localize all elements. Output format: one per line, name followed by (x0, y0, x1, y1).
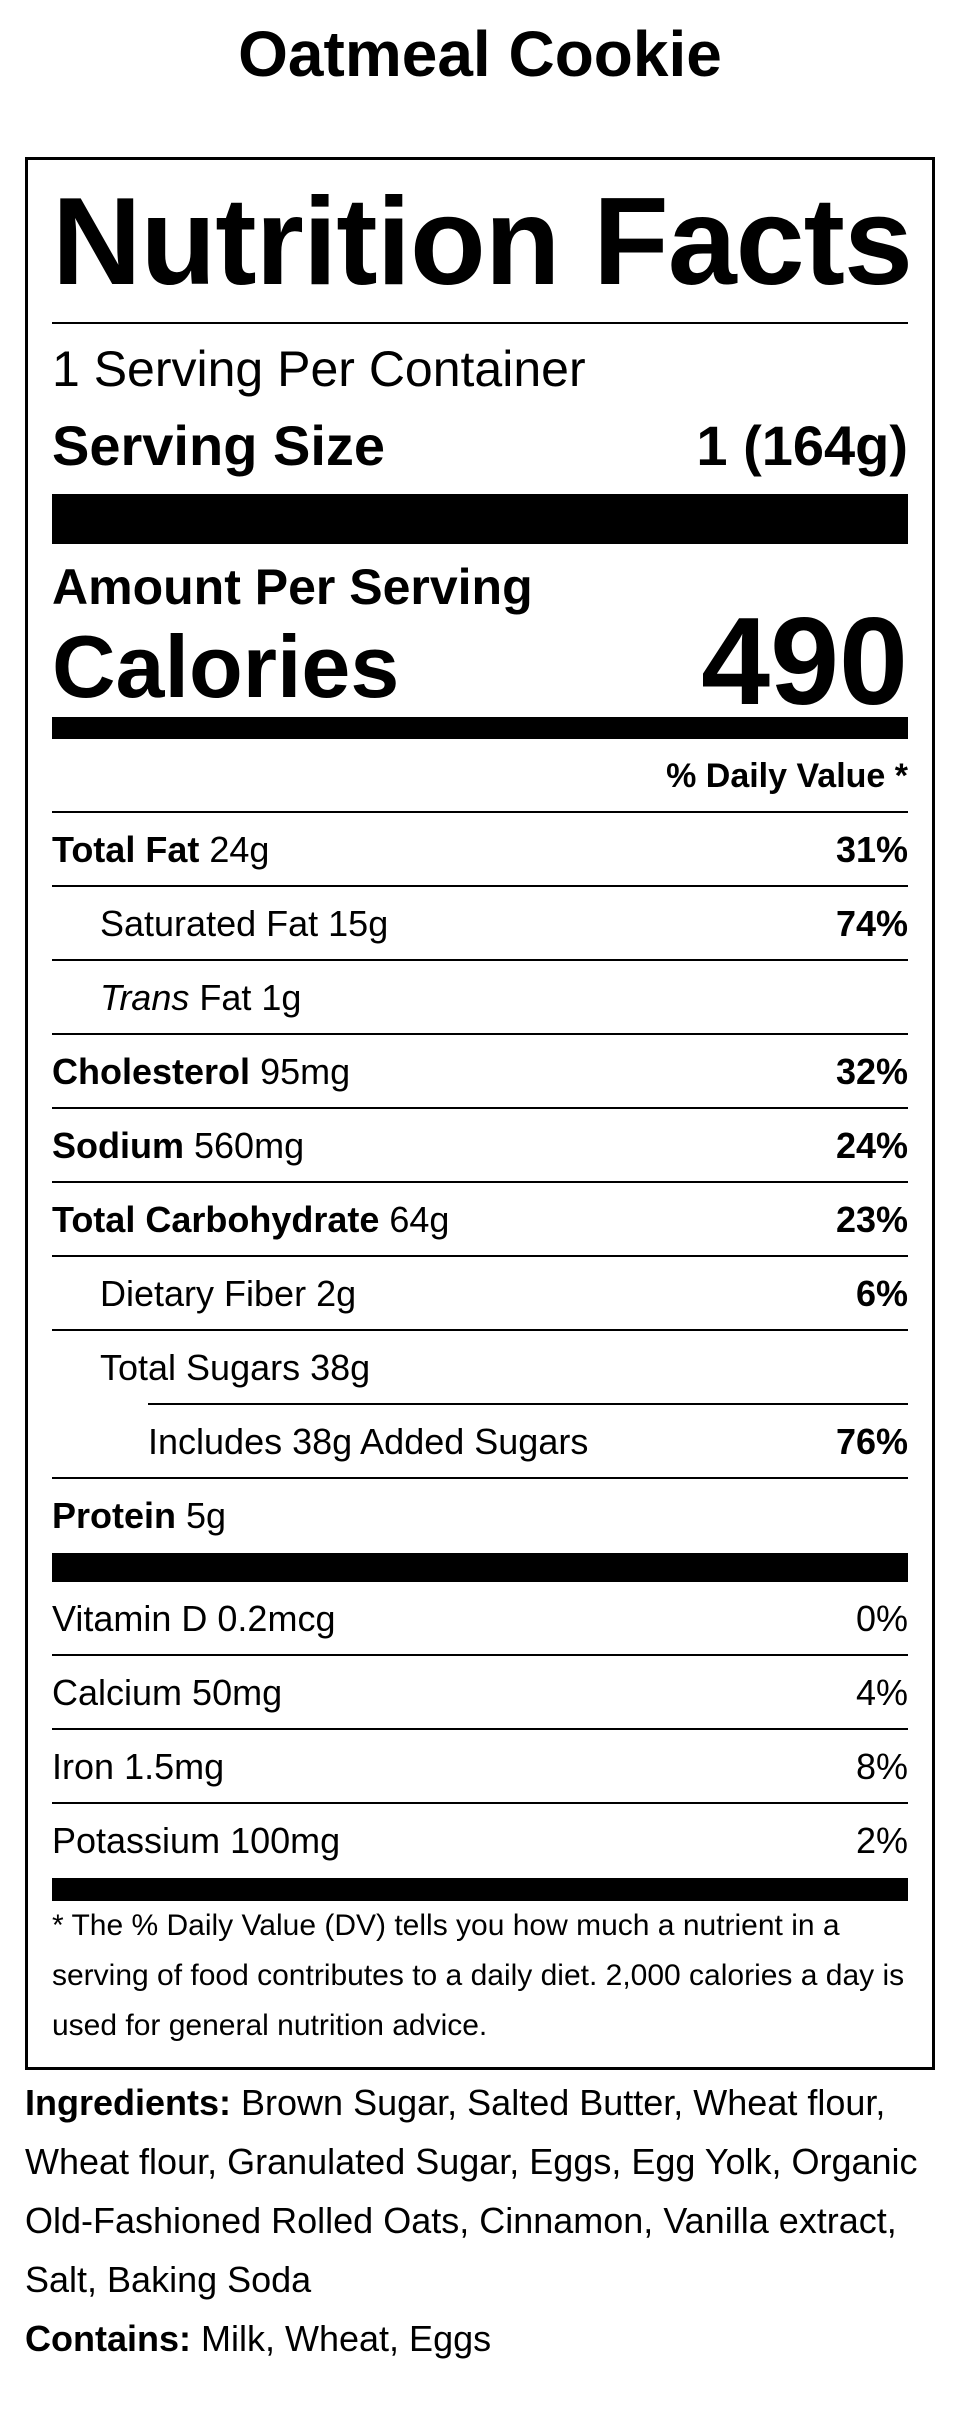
nutrient-row: Iron 1.5mg 8% (52, 1730, 908, 1804)
serving-size: Serving Size 1 (164g) (52, 404, 908, 494)
ingredients-label: Ingredients: (25, 2082, 232, 2123)
nutrient-name: Calcium (52, 1672, 183, 1713)
nutrient-name-group: Potassium 100mg (52, 1804, 340, 1878)
calories-value: 490 (701, 593, 908, 731)
ingredients-block: Ingredients: Brown Sugar, Salted Butter,… (25, 2073, 935, 2368)
nutrient-name: Sodium (52, 1125, 184, 1166)
nutrient-name-group: Vitamin D 0.2mcg (52, 1582, 335, 1654)
daily-value: 0% (855, 1598, 908, 1639)
thick-rule (52, 494, 908, 544)
serving-size-label: Serving Size (52, 414, 386, 477)
calories-label: Calories (52, 617, 400, 716)
nutrient-name: Total Carbohydrate (52, 1199, 380, 1240)
ingredients: Ingredients: Brown Sugar, Salted Butter,… (25, 2073, 935, 2309)
nutrient-row: Potassium 100mg 2% (52, 1804, 908, 1878)
nutrient-name-group: Trans Fat 1g (100, 961, 301, 1033)
nutrient-row: Total Fat 24g 31% (52, 813, 908, 887)
nutrient-name-group: Sodium 560mg (52, 1109, 304, 1181)
nutrient-row: Saturated Fat 15g 74% (52, 887, 908, 961)
nutrient-row: Total Carbohydrate 64g 23% (52, 1183, 908, 1257)
nutrient-name-group: Total Carbohydrate 64g (52, 1183, 449, 1255)
thick-rule (52, 1553, 908, 1582)
servings-per-container: 1 Serving Per Container (52, 341, 586, 397)
daily-value: 31% (835, 829, 908, 870)
daily-value: 24% (835, 1125, 908, 1166)
nutrient-name-group: Iron 1.5mg (52, 1730, 224, 1802)
contains: Contains: Milk, Wheat, Eggs (25, 2309, 935, 2368)
nutrient-row: Cholesterol 95mg 32% (52, 1035, 908, 1109)
label-heading: Nutrition Facts (52, 160, 913, 324)
nutrient-row: Dietary Fiber 2g 6% (52, 1257, 908, 1331)
contains-text: Milk, Wheat, Eggs (201, 2318, 492, 2359)
nutrient-amount: 1g (261, 977, 302, 1018)
nutrient-amount: 0.2mcg (217, 1598, 336, 1639)
thick-rule (52, 717, 908, 739)
nutrient-row: Calcium 50mg 4% (52, 1656, 908, 1730)
nutrient-row: Includes 38g Added Sugars 76% (52, 1405, 908, 1479)
amount-per-serving: Amount Per Serving (52, 559, 533, 615)
nutrient-row: Trans Fat 1g (52, 961, 908, 1035)
contains-label: Contains: (25, 2318, 191, 2359)
nutrient-row: Vitamin D 0.2mcg 0% (52, 1582, 908, 1656)
nutrient-name-group: Saturated Fat 15g (100, 887, 388, 959)
daily-value: 76% (835, 1421, 908, 1462)
nutrient-name-group: Dietary Fiber 2g (100, 1257, 356, 1329)
nutrient-name-group: Total Sugars 38g (100, 1331, 370, 1405)
daily-value: 74% (835, 903, 908, 944)
nutrient-amount: 38g (310, 1347, 371, 1388)
nutrient-amount: 1.5mg (124, 1746, 225, 1787)
nutrient-name-group: Total Fat 24g (52, 813, 269, 885)
nutrient-name: Cholesterol (52, 1051, 251, 1092)
nutrient-name: Includes 38g Added Sugars (148, 1421, 589, 1462)
nutrient-row: Protein 5g (52, 1479, 908, 1553)
nutrient-amount: 50mg (192, 1672, 283, 1713)
nutrient-row: Total Sugars 38g (52, 1331, 908, 1405)
daily-value: 2% (855, 1820, 908, 1861)
nutrient-amount: 15g (328, 903, 389, 944)
daily-value: 23% (835, 1199, 908, 1240)
nutrient-name-group: Cholesterol 95mg (52, 1035, 350, 1107)
nutrient-name: Fat (199, 977, 252, 1018)
nutrient-name: Total Fat (52, 829, 200, 870)
daily-value: 4% (855, 1672, 908, 1713)
nutrient-amount: 100mg (230, 1820, 341, 1861)
nutrient-name: Vitamin D (52, 1598, 208, 1639)
daily-value-header: % Daily Value * (52, 739, 908, 813)
nutrient-amount: 5g (186, 1495, 227, 1536)
daily-value: 8% (855, 1746, 908, 1787)
nutrient-name: Protein (52, 1495, 177, 1536)
nutrient-name: Iron (52, 1746, 115, 1787)
nutrient-amount: 95mg (260, 1051, 351, 1092)
footnote: * The % Daily Value (DV) tells you how m… (52, 1909, 905, 2042)
vitamin-list: Vitamin D 0.2mcg 0% Calcium 50mg 4% Iron 1.5… (52, 1582, 908, 1878)
nutrient-amount: 560mg (194, 1125, 305, 1166)
nutrient-amount: 2g (316, 1273, 357, 1314)
thick-rule (52, 1878, 908, 1901)
nutrient-name: Potassium (52, 1820, 221, 1861)
nutrient-amount: 64g (389, 1199, 450, 1240)
nutrient-name: Total Sugars (100, 1347, 301, 1388)
nutrient-name-group: Calcium 50mg (52, 1656, 282, 1728)
ingredients-text: Brown Sugar, Salted Butter, Wheat flour,… (25, 2082, 918, 2300)
daily-value: 32% (835, 1051, 908, 1092)
nutrient-list: Total Fat 24g 31% Saturated Fat 15g 74% Tran… (52, 813, 908, 1553)
nutrient-name: Dietary Fiber (100, 1273, 307, 1314)
nutrient-name-italic: Trans (100, 977, 190, 1018)
nutrient-row: Sodium 560mg 24% (52, 1109, 908, 1183)
product-title: Oatmeal Cookie (238, 18, 722, 90)
nutrient-name-group: Includes 38g Added Sugars (148, 1405, 588, 1477)
nutrient-amount: 24g (209, 829, 270, 870)
nutrient-name: Saturated Fat (100, 903, 319, 944)
serving-size-value: 1 (164g) (696, 414, 908, 477)
nutrition-label: Nutrition Facts 1 Serving Per Container … (25, 157, 935, 2070)
nutrient-name-group: Protein 5g (52, 1479, 226, 1553)
calories: Calories 490 (52, 600, 908, 724)
daily-value: 6% (855, 1273, 908, 1314)
